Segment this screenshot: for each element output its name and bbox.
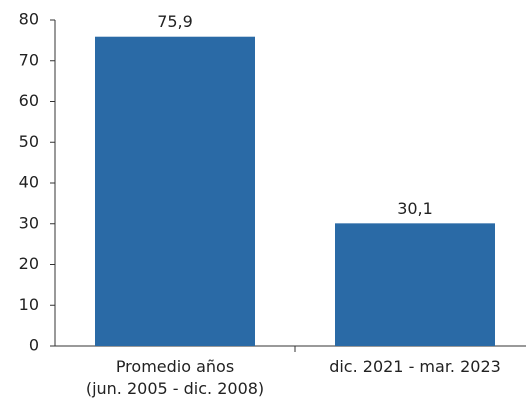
y-tick-label: 80: [19, 10, 39, 29]
y-tick-label: 20: [19, 254, 39, 273]
bar: [95, 36, 255, 347]
y-tick-label: 40: [19, 173, 39, 192]
x-tick-label: Promedio años (jun. 2005 - dic. 2008): [85, 357, 265, 398]
y-tick-label: 60: [19, 91, 39, 110]
bar: [335, 223, 495, 346]
y-tick-label: 50: [19, 132, 39, 151]
x-tick-label: dic. 2021 - mar. 2023: [329, 357, 501, 376]
value-label: 30,1: [397, 199, 433, 218]
y-tick-label: 70: [19, 50, 39, 69]
y-tick-label: 30: [19, 213, 39, 232]
value-label: 75,9: [157, 12, 193, 31]
y-tick-label: 0: [29, 336, 39, 355]
y-tick-label: 10: [19, 295, 39, 314]
